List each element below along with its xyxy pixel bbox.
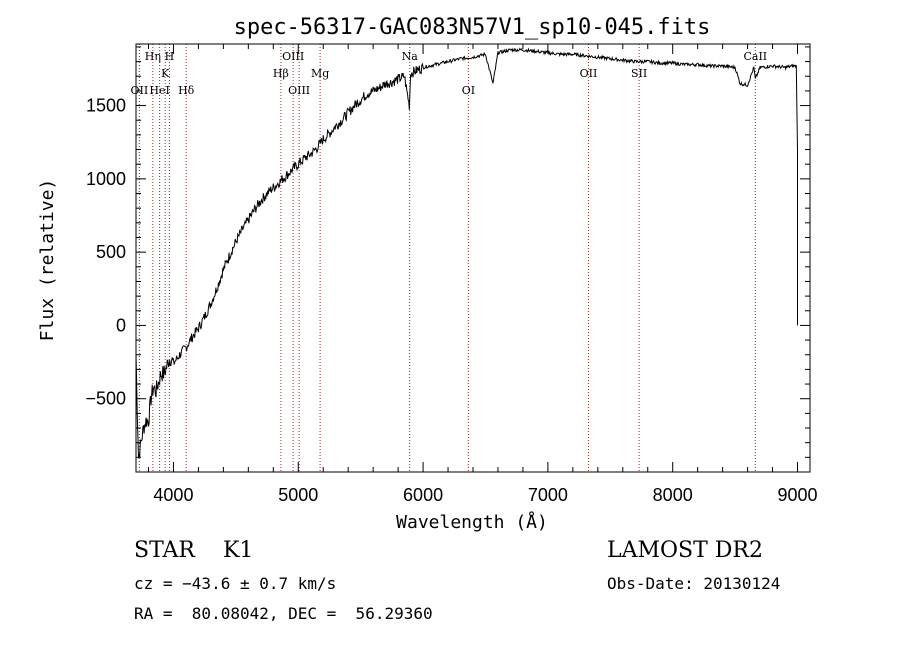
y-tick-label-4: 1500 <box>86 96 126 116</box>
x-tick-label-2: 6000 <box>403 485 443 505</box>
y-tick-label-2: 500 <box>96 242 126 262</box>
survey-name: LAMOST DR2 <box>607 538 763 563</box>
line-label-5: Hδ <box>178 84 195 97</box>
line-label-4: H <box>165 50 175 63</box>
x-tick-label-5: 9000 <box>777 485 817 505</box>
line-label-6: Hβ <box>273 67 289 80</box>
line-label-13: SII <box>631 67 647 80</box>
y-axis-label: Flux (relative) <box>37 179 58 342</box>
spectrum-line <box>135 47 798 459</box>
line-label-14: CaII <box>743 50 767 63</box>
ra-dec-coordinates: RA = 80.08042, DEC = 56.29360 <box>134 604 433 623</box>
line-label-7: OIII <box>282 50 304 63</box>
line-label-8: OIII <box>288 84 310 97</box>
line-label-9: Mg <box>311 67 329 80</box>
line-label-2: HeI <box>149 84 169 97</box>
object-class: STAR K1 <box>134 538 254 563</box>
line-label-1: Hη <box>145 50 161 63</box>
line-label-11: OI <box>462 84 475 97</box>
line-label-12: OII <box>580 67 598 80</box>
x-tick-label-1: 5000 <box>278 485 318 505</box>
y-tick-label-1: 0 <box>116 315 126 335</box>
line-label-3: K <box>161 67 170 80</box>
x-tick-label-3: 7000 <box>528 485 568 505</box>
redshift-velocity: cz = −43.6 ± 0.7 km/s <box>134 574 337 593</box>
x-tick-label-0: 4000 <box>153 485 193 505</box>
chart-title: spec-56317-GAC083N57V1_sp10-045.fits <box>234 15 711 40</box>
y-tick-label-0: −500 <box>85 389 126 409</box>
x-axis-label: Wavelength (Å) <box>396 511 548 533</box>
line-label-10: Na <box>402 50 419 63</box>
observation-date: Obs-Date: 20130124 <box>607 574 781 593</box>
plot-frame <box>135 43 811 473</box>
x-tick-label-4: 8000 <box>653 485 693 505</box>
y-tick-label-3: 1000 <box>86 169 126 189</box>
